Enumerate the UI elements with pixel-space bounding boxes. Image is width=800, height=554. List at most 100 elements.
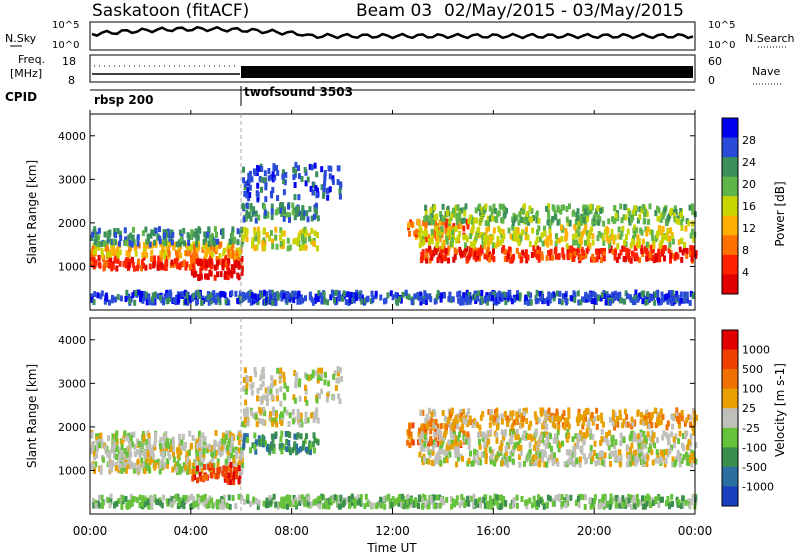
heatmap-cell xyxy=(327,380,331,387)
heatmap-cell xyxy=(629,433,633,440)
heatmap-cell xyxy=(687,444,691,451)
heatmap-cell xyxy=(267,168,271,174)
heatmap-cell xyxy=(691,209,695,216)
heatmap-cell xyxy=(190,493,194,500)
heatmap-cell xyxy=(141,230,145,237)
heatmap-cell xyxy=(304,229,308,236)
heatmap-cell xyxy=(624,420,628,427)
heatmap-cell xyxy=(589,450,593,457)
heatmap-cell xyxy=(117,450,121,457)
heatmap-cell xyxy=(504,249,508,256)
heatmap-cell xyxy=(96,500,100,507)
heatmap-cell xyxy=(218,466,222,473)
heatmap-cell xyxy=(610,228,614,235)
heatmap-cell xyxy=(160,502,164,509)
heatmap-cell xyxy=(568,203,571,210)
heatmap-cell xyxy=(494,242,498,249)
heatmap-cell xyxy=(114,255,118,262)
heatmap-cell xyxy=(500,413,504,420)
heatmap-cell xyxy=(207,240,211,247)
heatmap-cell xyxy=(491,215,495,222)
heatmap-cell xyxy=(266,386,270,393)
heatmap-cell xyxy=(623,245,627,252)
heatmap-cell xyxy=(199,475,203,482)
heatmap-cell xyxy=(254,371,258,378)
heatmap-cell xyxy=(467,457,471,464)
heatmap-cell xyxy=(261,240,265,247)
heatmap-cell xyxy=(593,292,597,299)
heatmap-cell xyxy=(568,456,572,463)
heatmap-cell xyxy=(131,234,135,241)
heatmap-cell xyxy=(517,454,521,461)
heatmap-cell xyxy=(603,435,607,442)
heatmap-cell xyxy=(504,299,508,306)
heatmap-cell xyxy=(513,235,517,242)
heatmap-cell xyxy=(458,221,462,228)
heatmap-cell xyxy=(528,241,532,248)
heatmap-cell xyxy=(118,249,122,256)
heatmap-cell xyxy=(264,177,267,184)
heatmap-cell xyxy=(271,299,275,306)
heatmap-cell xyxy=(595,208,599,215)
heatmap-cell xyxy=(299,230,303,236)
heatmap-cell xyxy=(422,239,426,246)
heatmap-cell xyxy=(600,417,604,424)
heatmap-cell xyxy=(176,453,180,459)
heatmap-cell xyxy=(573,296,577,303)
heatmap-cell xyxy=(90,462,94,469)
heatmap-cell xyxy=(470,460,474,467)
heatmap-cell xyxy=(120,444,124,451)
heatmap-cell xyxy=(107,299,111,306)
heatmap-cell xyxy=(453,253,457,260)
heatmap-cell xyxy=(507,227,511,234)
heatmap-cell xyxy=(203,493,207,500)
heatmap-cell xyxy=(553,209,557,216)
heatmap-cell xyxy=(443,415,447,422)
heatmap-cell xyxy=(484,203,488,210)
heatmap-cell xyxy=(691,245,695,252)
heatmap-cell xyxy=(301,233,304,240)
heatmap-cell xyxy=(197,459,201,466)
heatmap-cell xyxy=(271,420,275,427)
heatmap-cell xyxy=(489,498,493,505)
heatmap-cell xyxy=(162,240,166,247)
heatmap-cell xyxy=(188,468,192,475)
heatmap-cell xyxy=(565,216,569,223)
heatmap-cell xyxy=(669,290,673,297)
heatmap-cell xyxy=(120,467,124,474)
heatmap-cell xyxy=(293,370,297,377)
heatmap-cell xyxy=(502,248,506,255)
heatmap-cell xyxy=(566,220,570,227)
heatmap-cell xyxy=(243,181,247,187)
heatmap-cell xyxy=(591,239,595,246)
heatmap-cell xyxy=(304,372,307,379)
heatmap-cell xyxy=(172,451,175,458)
heatmap-cell xyxy=(485,292,489,299)
heatmap-cell xyxy=(468,214,472,221)
heatmap-cell xyxy=(209,234,213,240)
heatmap-cell xyxy=(642,454,646,461)
heatmap-cell xyxy=(575,457,579,464)
heatmap-cell xyxy=(598,499,602,506)
heatmap-cell xyxy=(629,446,633,453)
heatmap-cell xyxy=(631,459,635,466)
heatmap-cell xyxy=(221,432,225,439)
heatmap-cell xyxy=(298,500,302,506)
date-range: 02/May/2015 - 03/May/2015 xyxy=(444,1,684,21)
heatmap-cell xyxy=(418,242,422,249)
heatmap-cell xyxy=(138,465,142,472)
heatmap-cell xyxy=(680,256,684,263)
heatmap-cell xyxy=(654,210,658,217)
heatmap-cell xyxy=(468,495,472,502)
heatmap-cell xyxy=(273,299,277,306)
heatmap-cell xyxy=(226,274,230,281)
heatmap-cell xyxy=(663,461,667,468)
heatmap-cell xyxy=(671,456,675,463)
heatmap-cell xyxy=(530,216,534,223)
heatmap-cell xyxy=(280,448,284,455)
heatmap-cell xyxy=(483,502,487,509)
freq-panel: Freq. [MHz] 18 8 60 0 Nave xyxy=(10,53,781,87)
heatmap-cell xyxy=(281,202,285,209)
heatmap-cell xyxy=(476,459,480,466)
heatmap-cell xyxy=(551,460,555,466)
